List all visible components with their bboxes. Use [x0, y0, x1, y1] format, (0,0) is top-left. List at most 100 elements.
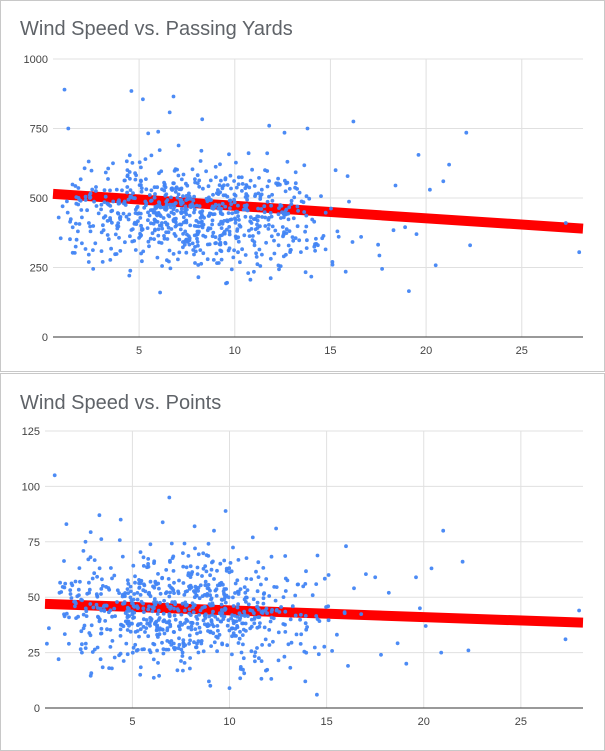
- data-point: [179, 177, 184, 182]
- data-point: [166, 577, 171, 581]
- data-point: [109, 246, 113, 251]
- data-point: [124, 214, 129, 219]
- data-point: [295, 582, 300, 587]
- y-tick-label: 50: [28, 592, 40, 604]
- data-point: [269, 234, 274, 239]
- data-point: [167, 110, 172, 115]
- data-point: [84, 614, 89, 618]
- data-point: [210, 613, 215, 617]
- data-point: [265, 151, 270, 156]
- data-point: [254, 569, 258, 574]
- data-point: [107, 666, 111, 670]
- data-point: [183, 589, 188, 594]
- data-point: [165, 198, 170, 202]
- data-point: [303, 621, 308, 626]
- data-point: [261, 601, 266, 606]
- data-point: [81, 626, 86, 631]
- data-point: [259, 192, 264, 197]
- data-point: [164, 202, 169, 207]
- data-point: [227, 152, 231, 157]
- data-point: [352, 586, 356, 591]
- data-point: [216, 628, 220, 633]
- data-point: [231, 545, 235, 550]
- data-point: [186, 239, 191, 244]
- data-point: [236, 558, 241, 562]
- data-point: [100, 665, 105, 670]
- data-point: [265, 199, 270, 204]
- data-point: [351, 119, 356, 124]
- data-point: [52, 473, 57, 478]
- data-point: [127, 273, 132, 278]
- data-point: [99, 207, 103, 212]
- data-point: [167, 613, 172, 617]
- data-point: [423, 624, 428, 628]
- data-point: [148, 579, 153, 584]
- data-point: [125, 587, 130, 591]
- data-point: [183, 621, 187, 625]
- data-point: [83, 646, 88, 650]
- data-point: [88, 602, 93, 606]
- data-point: [138, 550, 143, 554]
- data-point: [137, 581, 141, 586]
- data-point: [439, 650, 444, 655]
- data-point: [285, 159, 290, 164]
- data-point: [271, 639, 275, 644]
- data-point: [267, 594, 272, 598]
- data-point: [73, 579, 78, 584]
- data-point: [256, 575, 261, 579]
- data-point: [282, 654, 287, 659]
- data-point: [181, 551, 185, 555]
- chart-canvas: 0 250 500 750 1000 5 10 15 20 25: [24, 54, 584, 357]
- data-point: [293, 613, 298, 618]
- data-point: [146, 131, 151, 136]
- data-point: [153, 581, 158, 585]
- data-point: [219, 257, 224, 262]
- data-point: [320, 236, 325, 241]
- data-point: [235, 229, 240, 233]
- data-point: [172, 580, 176, 585]
- data-point: [212, 640, 217, 645]
- data-point: [151, 584, 155, 589]
- data-point: [222, 597, 227, 602]
- data-point: [364, 572, 368, 576]
- data-point: [290, 604, 295, 609]
- data-point: [123, 240, 127, 245]
- data-point: [177, 642, 182, 647]
- data-point: [128, 195, 133, 200]
- data-point: [302, 210, 307, 214]
- data-point: [205, 586, 210, 591]
- data-point: [185, 197, 190, 202]
- data-point: [192, 524, 197, 529]
- data-point: [135, 597, 140, 602]
- data-point: [289, 640, 294, 645]
- data-point: [116, 224, 121, 229]
- data-point: [90, 576, 95, 581]
- data-point: [418, 606, 422, 611]
- data-point: [284, 227, 289, 232]
- data-point: [160, 226, 165, 231]
- data-point: [251, 597, 256, 602]
- data-point: [201, 251, 206, 256]
- data-point: [259, 207, 264, 211]
- data-point: [97, 513, 102, 518]
- data-point: [182, 661, 187, 665]
- data-point: [152, 195, 157, 200]
- data-point: [210, 622, 215, 627]
- data-point: [118, 249, 123, 253]
- data-point: [138, 234, 143, 239]
- data-point: [103, 619, 108, 623]
- data-point: [175, 208, 179, 213]
- data-point: [195, 631, 199, 636]
- data-point: [172, 169, 177, 173]
- data-point: [135, 604, 139, 608]
- data-point: [255, 646, 259, 650]
- data-point: [227, 628, 232, 633]
- data-point: [139, 178, 143, 183]
- data-point: [243, 590, 248, 595]
- data-point: [215, 617, 220, 622]
- data-point: [244, 595, 249, 600]
- data-point: [66, 126, 71, 131]
- data-point: [206, 554, 211, 558]
- data-point: [188, 638, 193, 643]
- data-point: [103, 214, 108, 219]
